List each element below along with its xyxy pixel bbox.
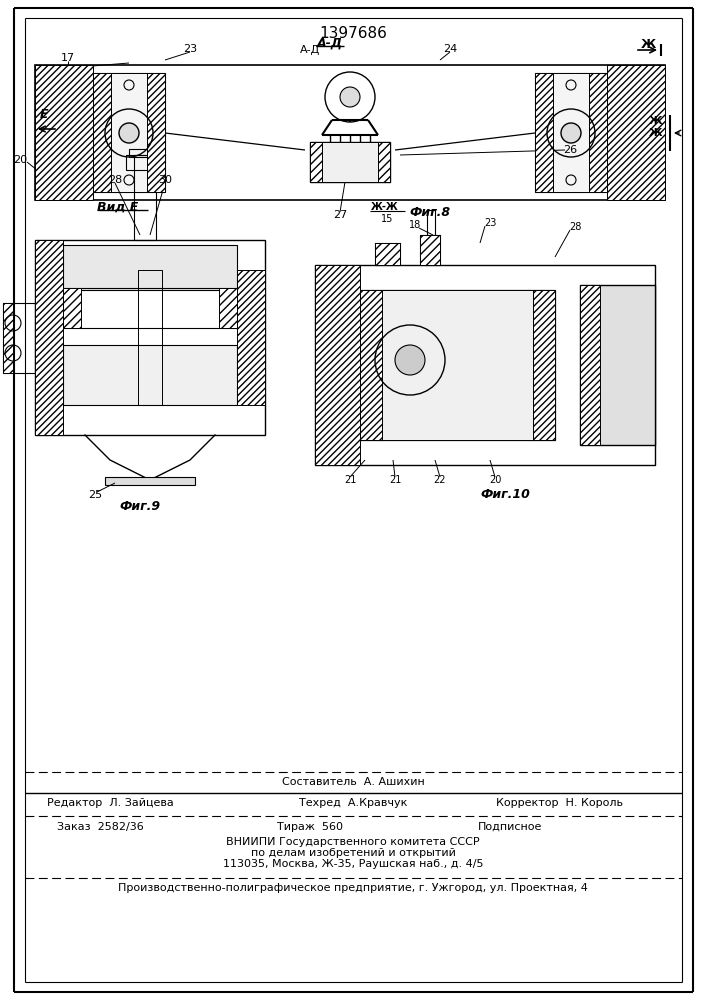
Text: Корректор  Н. Король: Корректор Н. Король	[496, 798, 624, 808]
Bar	[35, 240, 63, 435]
Bar	[147, 73, 165, 192]
Text: Редактор  Л. Зайцева: Редактор Л. Зайцева	[47, 798, 173, 808]
Circle shape	[340, 87, 360, 107]
Text: Тираж  560: Тираж 560	[277, 822, 343, 832]
Text: 23: 23	[183, 44, 197, 54]
Text: ВНИИПИ Государственного комитета СССР: ВНИИПИ Государственного комитета СССР	[226, 837, 480, 847]
Text: А-Д: А-Д	[300, 45, 320, 55]
Bar	[580, 285, 655, 445]
Bar	[535, 73, 553, 192]
Circle shape	[561, 123, 581, 143]
Text: Производственно-полиграфическое предприятие, г. Ужгород, ул. Проектная, 4: Производственно-полиграфическое предприя…	[118, 883, 588, 893]
Text: 17: 17	[61, 53, 75, 63]
Text: 21: 21	[344, 475, 356, 485]
Bar	[134, 155, 156, 240]
Text: 25: 25	[88, 490, 102, 500]
Text: Составитель  А. Ашихин: Составитель А. Ашихин	[281, 777, 424, 787]
Bar	[535, 73, 607, 192]
Bar	[378, 142, 390, 182]
Bar	[375, 243, 400, 265]
Text: 20: 20	[13, 155, 27, 165]
Bar	[63, 345, 237, 405]
Text: 27: 27	[333, 210, 347, 220]
Text: Е: Е	[40, 108, 48, 121]
Bar	[375, 243, 400, 265]
Text: 15: 15	[381, 214, 393, 224]
Bar	[607, 65, 665, 200]
Bar	[553, 73, 589, 192]
Bar	[35, 65, 93, 200]
Text: по делам изобретений и открытий: по делам изобретений и открытий	[250, 848, 455, 858]
Text: 1397686: 1397686	[319, 25, 387, 40]
Circle shape	[395, 345, 425, 375]
Bar	[3, 303, 35, 373]
Bar	[63, 288, 81, 328]
Text: Фиг.10: Фиг.10	[480, 488, 530, 502]
Text: 24: 24	[443, 44, 457, 54]
Text: 28: 28	[108, 175, 122, 185]
Text: 26: 26	[563, 145, 577, 155]
Circle shape	[119, 123, 139, 143]
Bar	[237, 270, 265, 405]
Bar	[360, 290, 382, 440]
Text: Ж: Ж	[649, 128, 662, 138]
Bar	[533, 290, 555, 440]
Bar	[580, 285, 600, 445]
Bar	[63, 288, 237, 328]
Bar	[63, 245, 237, 290]
Bar	[315, 265, 655, 465]
Text: 20: 20	[489, 475, 501, 485]
Text: Вид Е: Вид Е	[98, 200, 139, 214]
Text: 113035, Москва, Ж-35, Раушская наб., д. 4/5: 113035, Москва, Ж-35, Раушская наб., д. …	[223, 859, 484, 869]
Text: 28: 28	[569, 222, 581, 232]
Bar	[93, 73, 111, 192]
Bar	[35, 65, 665, 200]
Bar	[310, 142, 390, 182]
Text: А-Д: А-Д	[317, 36, 343, 49]
Text: 23: 23	[484, 218, 496, 228]
Bar	[219, 288, 237, 328]
Bar	[360, 290, 555, 440]
Bar	[3, 303, 13, 373]
Bar	[35, 240, 265, 435]
Text: Ж: Ж	[641, 37, 655, 50]
Text: Техред  А.Кравчук: Техред А.Кравчук	[299, 798, 407, 808]
Bar	[93, 73, 165, 192]
Text: Фиг.8: Фиг.8	[409, 206, 450, 219]
Bar	[315, 265, 360, 465]
Text: Ж: Ж	[649, 116, 662, 126]
Bar	[111, 73, 147, 192]
Bar	[138, 270, 162, 405]
Bar	[420, 235, 440, 265]
Text: 18: 18	[409, 220, 421, 230]
Text: Фиг.9: Фиг.9	[119, 500, 160, 514]
Text: 21: 21	[389, 475, 401, 485]
Bar	[427, 210, 435, 235]
Bar	[129, 149, 161, 157]
Text: Ж-Ж: Ж-Ж	[371, 202, 399, 212]
Bar	[126, 155, 164, 170]
Bar	[382, 290, 533, 440]
Bar	[589, 73, 607, 192]
Bar	[322, 142, 378, 182]
Text: 30: 30	[158, 175, 172, 185]
Bar	[105, 477, 195, 485]
Bar	[310, 142, 322, 182]
Text: 22: 22	[434, 475, 446, 485]
Bar	[420, 235, 440, 265]
Text: Подписное: Подписное	[478, 822, 542, 832]
Text: Заказ  2582/36: Заказ 2582/36	[57, 822, 144, 832]
